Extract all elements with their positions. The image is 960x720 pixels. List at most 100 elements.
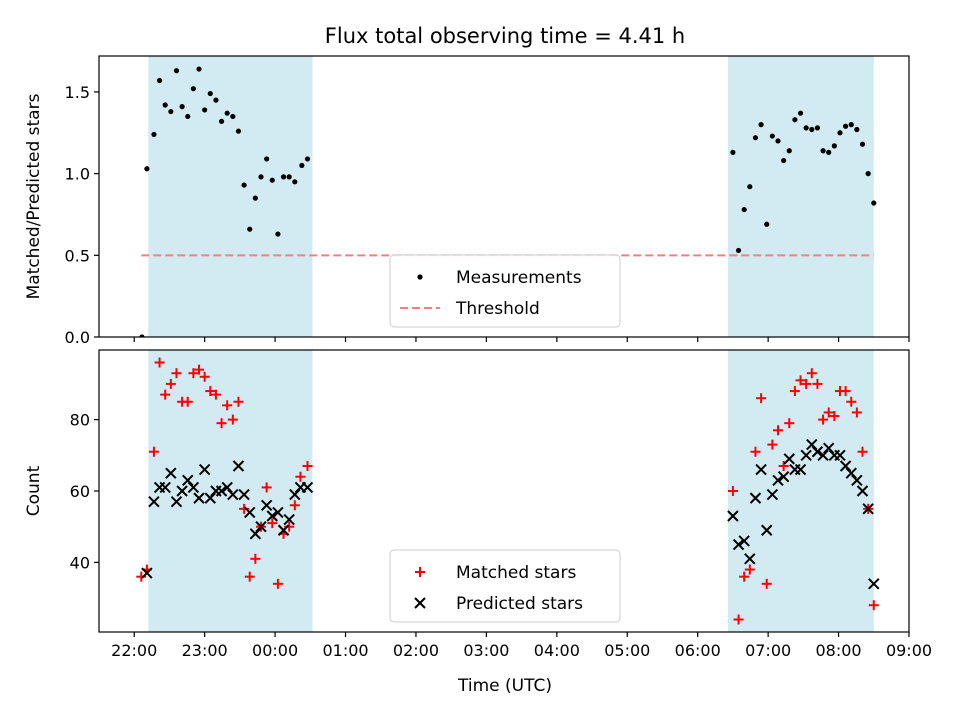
legend-marker <box>415 567 425 577</box>
data-point <box>289 500 300 511</box>
data-point <box>814 125 821 131</box>
legend: Measurements Threshold <box>389 254 621 328</box>
data-point <box>252 195 258 201</box>
data-point <box>196 66 202 72</box>
data-point <box>767 439 778 450</box>
data-point <box>275 231 281 237</box>
data-point <box>758 122 764 128</box>
data-point <box>159 481 171 494</box>
data-point <box>846 396 857 407</box>
data-point <box>280 174 287 180</box>
data-point <box>215 485 228 497</box>
data-point <box>182 474 194 486</box>
data-point <box>834 449 846 462</box>
data-point <box>733 614 744 625</box>
data-point <box>188 368 199 379</box>
data-point <box>747 184 753 190</box>
y-tick-label: 40 <box>70 553 90 572</box>
x-tick-label: 03:00 <box>463 641 509 660</box>
data-point <box>848 122 854 128</box>
data-point <box>179 104 185 110</box>
legend-box <box>389 549 621 623</box>
data-point <box>857 446 868 457</box>
data-point <box>264 156 270 162</box>
legend-label: Threshold <box>455 299 540 319</box>
y-tick-label: 0.5 <box>65 246 90 265</box>
data-point <box>739 571 750 582</box>
ratio-panel: 0.0 0.5 1.0 1.5 Matched/Predicted stars Measu… <box>24 55 910 347</box>
data-point <box>233 396 244 407</box>
x-tick-label: 00:00 <box>252 641 298 660</box>
series-group <box>136 357 880 625</box>
data-point <box>247 226 253 232</box>
y-tick-label: 80 <box>70 411 90 430</box>
data-point <box>260 499 273 511</box>
data-point <box>801 378 812 389</box>
data-point <box>752 135 759 141</box>
data-point <box>797 110 804 116</box>
data-point <box>741 206 747 213</box>
legend-box <box>389 254 621 328</box>
data-point <box>865 171 871 177</box>
data-point <box>783 453 795 465</box>
x-tick-label: 02:00 <box>393 641 439 660</box>
x-tick-label: 09:00 <box>886 641 932 660</box>
data-point <box>170 496 183 508</box>
data-point <box>277 524 290 536</box>
data-point <box>840 386 851 397</box>
data-point <box>781 157 787 164</box>
x-tick-label: 06:00 <box>675 641 721 660</box>
data-point <box>777 471 790 483</box>
data-point <box>749 492 762 504</box>
data-point <box>202 107 208 113</box>
data-point <box>283 513 295 526</box>
data-point <box>207 90 213 97</box>
data-point <box>224 110 230 116</box>
data-point <box>775 138 781 144</box>
data-point <box>761 524 773 536</box>
data-point <box>272 506 284 519</box>
data-point <box>764 221 770 227</box>
data-point <box>250 553 261 564</box>
y-tick-label: 60 <box>70 482 90 501</box>
data-point <box>851 407 862 418</box>
data-point <box>151 131 157 138</box>
data-point <box>772 425 783 436</box>
data-point <box>868 578 880 590</box>
data-point <box>301 481 314 494</box>
data-point <box>292 179 298 185</box>
data-point <box>806 368 817 379</box>
data-point <box>831 143 837 149</box>
data-point <box>148 446 159 457</box>
data-point <box>210 389 221 400</box>
data-point <box>258 174 264 180</box>
data-point <box>792 117 798 123</box>
data-point <box>803 125 809 131</box>
data-point <box>154 357 165 368</box>
data-point <box>199 371 210 382</box>
data-point <box>230 113 236 120</box>
legend-marker <box>414 597 426 609</box>
data-point <box>241 182 247 188</box>
count-panel: 22:00 23:00 00:00 01:00 02:00 03:00 04:00 05:00… <box>24 349 932 660</box>
data-point <box>727 486 738 496</box>
y-tick-label: 1.5 <box>65 83 90 102</box>
data-point <box>837 130 843 136</box>
data-point <box>755 463 767 476</box>
data-point <box>806 438 818 451</box>
data-point <box>761 578 772 589</box>
data-point <box>302 461 313 472</box>
data-point <box>868 600 879 611</box>
data-point <box>238 488 250 501</box>
data-point <box>750 446 761 457</box>
data-point <box>249 528 262 540</box>
y-tick-label: 0.0 <box>65 328 90 347</box>
x-tick-label: 08:00 <box>816 641 862 660</box>
data-point <box>168 108 174 115</box>
data-point <box>165 378 176 389</box>
data-point <box>871 200 877 206</box>
data-point <box>812 378 823 389</box>
x-tick-label: 05:00 <box>604 641 650 660</box>
legend-label: Measurements <box>456 268 582 288</box>
